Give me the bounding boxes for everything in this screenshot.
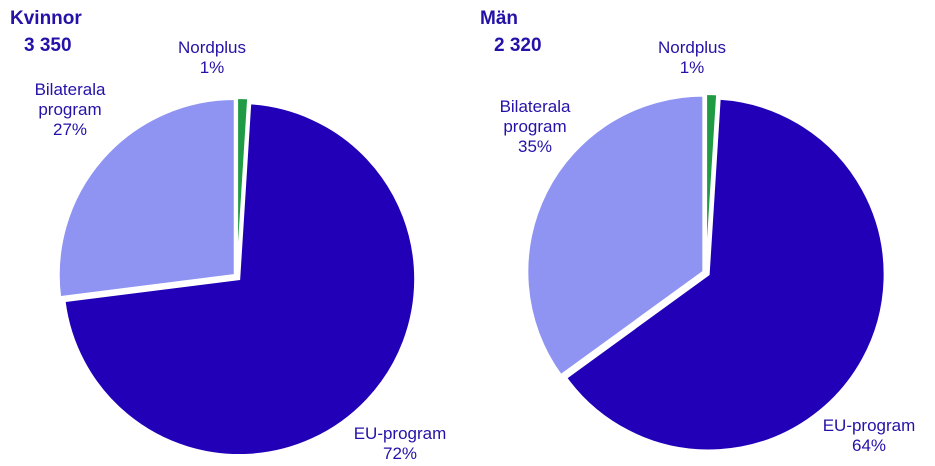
- slice-label: EU-program 64%: [804, 416, 934, 456]
- slice-category: EU-program: [353, 424, 447, 443]
- slice-value: 27%: [52, 120, 88, 139]
- slice-value: 1%: [199, 58, 225, 77]
- pie-slice: [564, 97, 886, 452]
- slice-value: 35%: [517, 137, 553, 156]
- slice-category: Nordplus: [177, 38, 247, 57]
- slice-category: Nordplus: [657, 38, 727, 57]
- chart-title: Män: [480, 8, 518, 29]
- pie-slice: [63, 102, 417, 457]
- slice-category: EU-program: [822, 416, 916, 435]
- pie-slice: [526, 94, 705, 377]
- chart-subtitle: 2 320: [494, 35, 542, 56]
- slice-label: Nordplus 1%: [162, 38, 262, 78]
- chart-subtitle: 3 350: [24, 35, 72, 56]
- slice-value: 72%: [382, 444, 418, 463]
- slice-category: Bilaterala program: [34, 80, 106, 119]
- slice-label: Bilaterala program 27%: [25, 80, 115, 140]
- chart-title: Kvinnor: [10, 8, 82, 29]
- slice-value: 64%: [851, 436, 887, 455]
- pie-slice: [236, 97, 250, 275]
- slice-label: Nordplus 1%: [642, 38, 742, 78]
- slice-label: EU-program 72%: [335, 424, 465, 464]
- slice-value: 1%: [679, 58, 705, 77]
- pie-slice: [57, 98, 236, 299]
- pie-slice: [705, 93, 719, 271]
- slice-category: Bilaterala program: [499, 97, 571, 136]
- slice-label: Bilaterala program 35%: [490, 97, 580, 157]
